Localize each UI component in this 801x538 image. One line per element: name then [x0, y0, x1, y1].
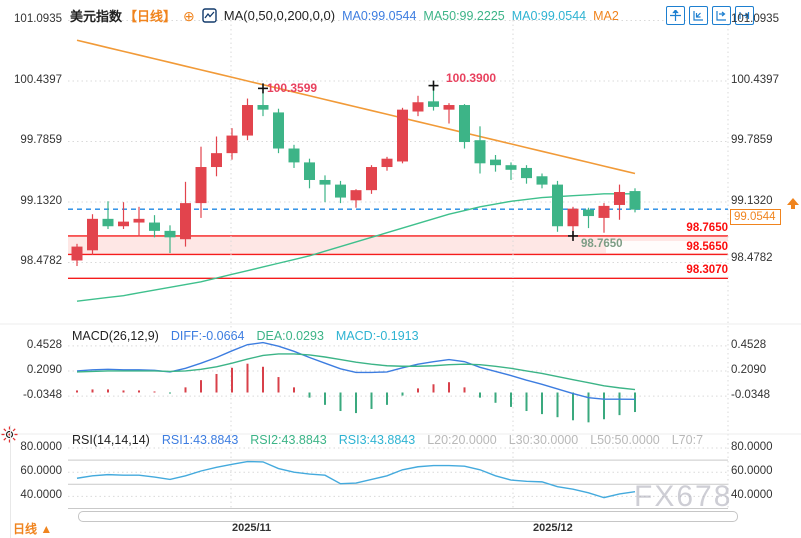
ma-settings-label[interactable]: MA(0,50,0,200,0,0) — [223, 8, 336, 23]
ma50-value: MA50:99.2225 — [423, 8, 505, 23]
triangle-up-icon: ▲ — [40, 522, 53, 536]
rsi-axis-label: 80.0000 — [20, 441, 62, 453]
macd-dea-value: DEA:0.0293 — [256, 329, 324, 343]
left-gutter-divider — [10, 425, 11, 538]
price-up-arrow-icon — [786, 197, 800, 215]
rsi2-value: RSI2:43.8843 — [250, 433, 327, 447]
rsi-l70-label: L70:7 — [671, 433, 704, 447]
price-axis-label: 100.4397 — [731, 74, 779, 86]
rsi-l20-label: L20:20.0000 — [427, 433, 497, 447]
macd-axis-label: 0.2090 — [26, 364, 62, 376]
rsi-l50-label: L50:50.0000 — [590, 433, 660, 447]
macd-axis-label: -0.0348 — [731, 389, 771, 401]
macd-header: MACD(26,12,9) DIFF:-0.0664 DEA:0.0293 MA… — [72, 329, 419, 343]
rsi-axis-label: 60.0000 — [731, 465, 773, 477]
crosshair-tool-icon[interactable] — [666, 6, 685, 25]
chart-header: 美元指数 【日线】 ⊕ MA(0,50,0,200,0,0) MA0:99.05… — [70, 6, 619, 25]
axis-scale-right-icon[interactable] — [712, 6, 731, 25]
level-label-98765: 98.7650 — [606, 222, 730, 234]
price-axis-label: 98.4782 — [20, 255, 62, 267]
rsi-axis-label: 60.0000 — [20, 465, 62, 477]
price-axis-label: 101.0935 — [14, 13, 62, 25]
price-axis-label: 101.0935 — [731, 13, 779, 25]
price-axis-label: 100.4397 — [14, 74, 62, 86]
rsi-axis-label: 40.0000 — [20, 489, 62, 501]
ma200-value-truncated: MA2 — [593, 8, 619, 23]
watermark: FX678 — [634, 480, 733, 513]
chart-type-icon[interactable] — [202, 8, 217, 23]
x-axis-label-nov: 2025/11 — [232, 522, 272, 534]
rsi1-value: RSI1:43.8843 — [161, 433, 239, 447]
level-label-98565: 98.5650 — [606, 241, 730, 253]
rsi-title[interactable]: RSI(14,14,14) — [72, 433, 150, 447]
alert-flash-icon[interactable] — [1, 426, 18, 448]
macd-diff-value: DIFF:-0.0664 — [170, 329, 245, 343]
macd-title[interactable]: MACD(26,12,9) — [72, 329, 159, 343]
rsi-axis-label: 80.0000 — [731, 441, 773, 453]
tab-daily[interactable]: 日线 ▲ — [13, 522, 53, 536]
level-label-98307: 98.3070 — [606, 264, 730, 276]
rsi-l30-label: L30:30.0000 — [508, 433, 579, 447]
x-axis-label-dec: 2025/12 — [533, 522, 573, 534]
ma0-value: MA0:99.0544 — [342, 8, 417, 23]
high-annotation-1: 100.3599 — [267, 81, 318, 95]
axis-scale-left-icon[interactable] — [689, 6, 708, 25]
high-annotation-2: 100.3900 — [446, 71, 497, 85]
rsi-axis-label: 40.0000 — [731, 489, 773, 501]
macd-axis-label: 0.2090 — [731, 364, 767, 376]
price-axis-label: 99.7859 — [20, 134, 62, 146]
timeframe-tag[interactable]: 【日线】 — [124, 9, 177, 24]
chart-toolbar — [666, 6, 754, 25]
add-indicator-icon[interactable]: ⊕ — [183, 7, 195, 24]
macd-axis-label: 0.4528 — [731, 339, 767, 351]
macd-axis-label: 0.4528 — [26, 339, 62, 351]
current-price-tag: 99.0544 — [730, 209, 781, 225]
ma0-value-2: MA0:99.0544 — [511, 8, 587, 23]
price-axis-label: 99.1320 — [731, 195, 773, 207]
rsi-header: RSI(14,14,14) RSI1:43.8843 RSI2:43.8843 … — [72, 433, 703, 447]
price-axis-label: 99.7859 — [731, 134, 773, 146]
go-latest-icon[interactable] — [735, 6, 754, 25]
rsi3-value: RSI3:43.8843 — [338, 433, 416, 447]
symbol-title: 美元指数 — [70, 9, 123, 24]
price-axis-label: 98.4782 — [731, 252, 773, 264]
price-axis-label: 99.1320 — [20, 195, 62, 207]
macd-axis-label: -0.0348 — [22, 389, 62, 401]
macd-macd-value: MACD:-0.1913 — [335, 329, 419, 343]
low-annotation: 98.7650 — [581, 238, 623, 250]
chart-scrollbar[interactable] — [78, 511, 738, 522]
